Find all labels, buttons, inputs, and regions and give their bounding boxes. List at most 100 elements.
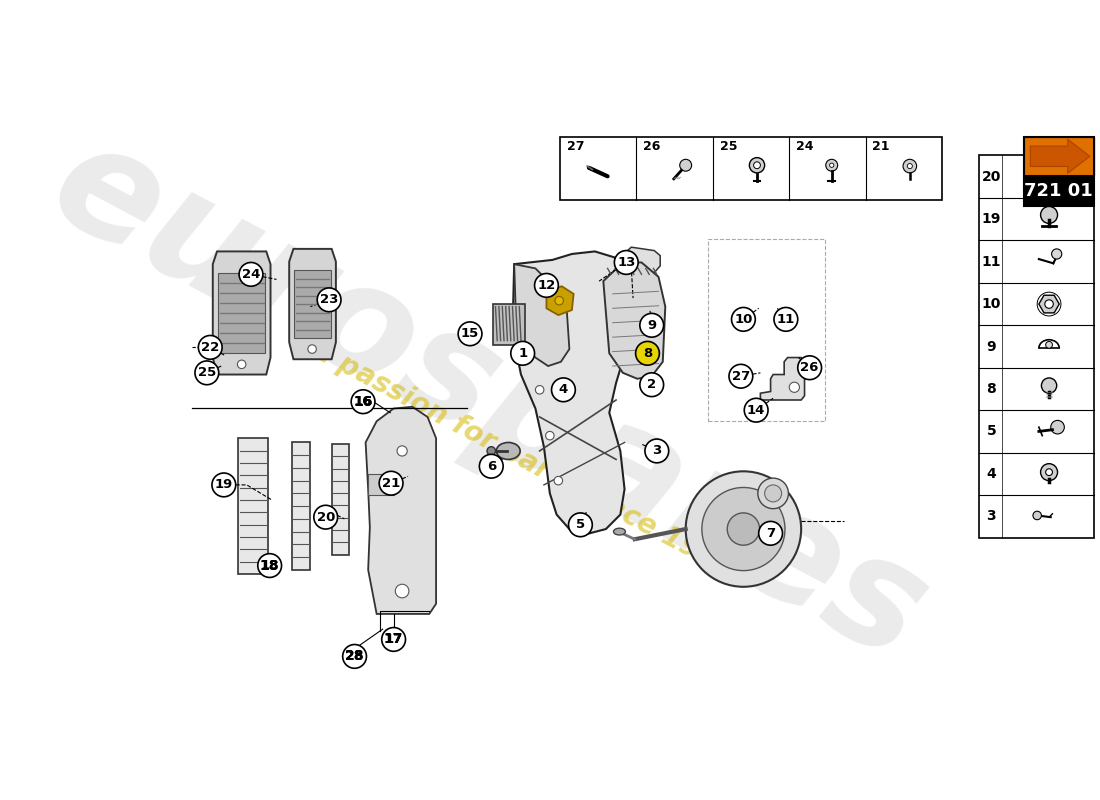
- Polygon shape: [1040, 166, 1058, 188]
- Text: 9: 9: [647, 318, 657, 332]
- Circle shape: [774, 307, 798, 331]
- Text: 20: 20: [317, 510, 334, 524]
- Text: 16: 16: [353, 394, 373, 409]
- Circle shape: [680, 159, 692, 171]
- Circle shape: [1050, 420, 1065, 434]
- Circle shape: [903, 159, 916, 173]
- Bar: [979, 155, 1094, 538]
- Bar: [1024, 175, 1094, 206]
- Text: 26: 26: [801, 362, 818, 374]
- Circle shape: [536, 386, 543, 394]
- Text: 17: 17: [384, 633, 404, 646]
- Text: 25: 25: [719, 141, 737, 154]
- Text: 21: 21: [872, 141, 890, 154]
- Circle shape: [212, 473, 235, 497]
- Polygon shape: [513, 251, 631, 534]
- Text: 721 01: 721 01: [1024, 182, 1093, 200]
- Polygon shape: [603, 262, 666, 378]
- Text: eurospares: eurospares: [28, 107, 950, 693]
- Circle shape: [645, 439, 669, 463]
- Circle shape: [798, 356, 822, 380]
- Circle shape: [458, 322, 482, 346]
- Text: 5: 5: [987, 425, 997, 438]
- Text: 11: 11: [777, 313, 795, 326]
- Text: 4: 4: [559, 383, 568, 396]
- Ellipse shape: [614, 528, 626, 535]
- Circle shape: [382, 627, 406, 651]
- Polygon shape: [547, 286, 573, 315]
- Polygon shape: [1038, 295, 1059, 313]
- Text: 28: 28: [344, 650, 364, 663]
- Text: 19: 19: [214, 478, 233, 491]
- Circle shape: [1046, 469, 1053, 475]
- Bar: [292, 442, 310, 570]
- Text: a passion for parts since 1985: a passion for parts since 1985: [308, 336, 738, 582]
- Circle shape: [554, 477, 562, 485]
- Text: 9: 9: [987, 339, 997, 354]
- Text: 11: 11: [981, 254, 1001, 269]
- Circle shape: [908, 163, 912, 169]
- Text: 5: 5: [575, 518, 585, 531]
- Text: 23: 23: [320, 294, 339, 306]
- Text: 27: 27: [732, 370, 750, 382]
- Circle shape: [685, 471, 801, 586]
- Text: 19: 19: [981, 212, 1001, 226]
- Text: 21: 21: [382, 477, 400, 490]
- Text: 4: 4: [987, 467, 997, 481]
- Circle shape: [640, 314, 663, 337]
- Polygon shape: [625, 247, 660, 273]
- Circle shape: [1033, 511, 1042, 520]
- Circle shape: [759, 522, 782, 545]
- Bar: [239, 438, 268, 574]
- Circle shape: [754, 162, 760, 169]
- Circle shape: [1042, 378, 1057, 394]
- Circle shape: [535, 274, 559, 298]
- Circle shape: [395, 584, 409, 598]
- Circle shape: [1045, 173, 1054, 181]
- Circle shape: [790, 382, 800, 392]
- Text: 13: 13: [617, 256, 636, 269]
- Text: 18: 18: [260, 558, 279, 573]
- Text: 6: 6: [486, 460, 496, 473]
- Circle shape: [702, 487, 785, 570]
- Text: 28: 28: [345, 650, 364, 663]
- Bar: [218, 273, 265, 354]
- Circle shape: [628, 258, 635, 264]
- Circle shape: [554, 297, 563, 305]
- Text: 7: 7: [766, 526, 775, 540]
- Circle shape: [829, 163, 834, 167]
- Ellipse shape: [496, 442, 520, 459]
- Circle shape: [480, 454, 503, 478]
- Bar: [331, 444, 349, 554]
- Circle shape: [510, 342, 535, 365]
- Circle shape: [1046, 342, 1053, 348]
- Text: 24: 24: [242, 268, 261, 281]
- Circle shape: [314, 506, 338, 529]
- Bar: [1024, 137, 1094, 206]
- Circle shape: [749, 158, 764, 173]
- Circle shape: [732, 307, 756, 331]
- Circle shape: [1041, 206, 1057, 223]
- Text: 15: 15: [461, 327, 480, 340]
- Text: 24: 24: [796, 141, 814, 154]
- Text: 28: 28: [344, 650, 364, 663]
- Polygon shape: [514, 264, 570, 366]
- Polygon shape: [1031, 139, 1090, 174]
- Text: 16: 16: [353, 394, 373, 409]
- Bar: [560, 137, 942, 201]
- Circle shape: [379, 471, 403, 495]
- Text: 18: 18: [261, 559, 279, 572]
- Circle shape: [764, 485, 782, 502]
- Circle shape: [317, 288, 341, 312]
- Text: 10: 10: [734, 313, 752, 326]
- Circle shape: [239, 262, 263, 286]
- Circle shape: [198, 335, 222, 359]
- Circle shape: [640, 373, 663, 397]
- Circle shape: [745, 398, 768, 422]
- Circle shape: [1045, 300, 1054, 308]
- Circle shape: [727, 513, 760, 546]
- Polygon shape: [365, 406, 436, 614]
- Text: 25: 25: [198, 366, 216, 379]
- Text: 27: 27: [566, 141, 584, 154]
- Text: 2: 2: [647, 378, 657, 391]
